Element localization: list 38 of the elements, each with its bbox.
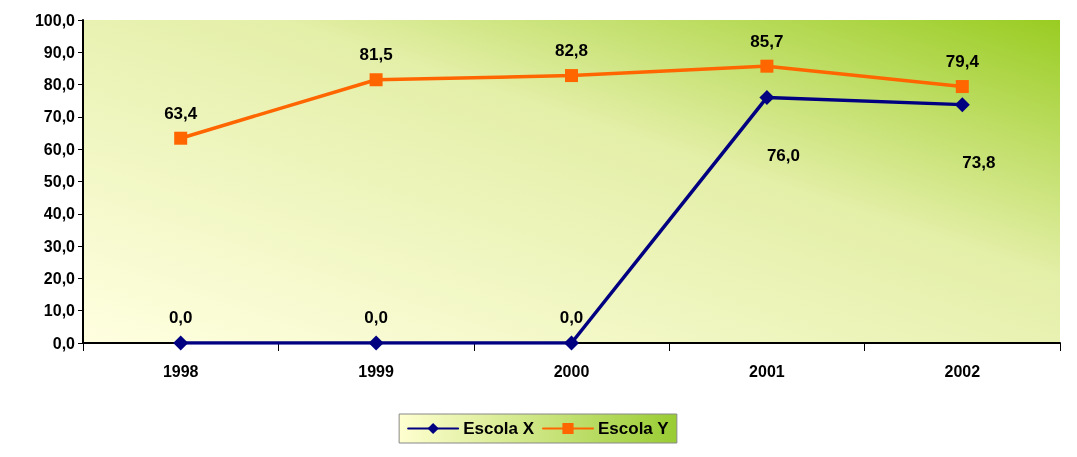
data-label: 76,0 [766, 146, 800, 166]
point [368, 335, 384, 351]
y-tick-label: 50,0 [43, 173, 76, 190]
legend-label: Escola X [463, 419, 535, 438]
data-label: 0,0 [559, 307, 584, 327]
y-tick-label: 90,0 [43, 43, 76, 61]
point [174, 131, 188, 145]
data-label: 0,0 [364, 307, 388, 327]
point [565, 69, 578, 83]
x-tick-label: 2001 [749, 362, 785, 380]
x-tick-label: 1998 [162, 362, 199, 380]
y-tick-label: 70,0 [43, 108, 76, 126]
data-label: 81,5 [359, 45, 393, 65]
x-tick-label: 1999 [358, 362, 394, 380]
data-label: 82,8 [554, 41, 589, 61]
y-tick-label: 40,0 [43, 205, 76, 223]
point [759, 90, 775, 106]
data-label: 79,4 [945, 52, 980, 72]
x-tick-label: 2000 [553, 362, 590, 380]
point [955, 80, 969, 94]
point [369, 73, 383, 87]
x-tick-label: 2002 [944, 362, 981, 380]
y-tick-label: 20,0 [43, 269, 76, 287]
data-label: 85,7 [750, 31, 784, 51]
legend-label: Escola Y [598, 419, 670, 438]
point [564, 335, 579, 351]
data-label: 63,4 [164, 103, 198, 123]
y-tick-label: 10,0 [43, 302, 76, 320]
point [954, 97, 970, 113]
y-tick-label: 0,0 [52, 334, 76, 352]
y-tick-label: 30,0 [43, 237, 76, 255]
y-tick-label: 80,0 [43, 76, 76, 94]
data-label: 0,0 [168, 307, 193, 327]
y-tick-label: 60,0 [43, 140, 76, 158]
point [173, 335, 189, 351]
point [760, 59, 774, 73]
y-tick-label: 100,0 [34, 11, 76, 29]
data-label: 73,8 [962, 153, 996, 173]
